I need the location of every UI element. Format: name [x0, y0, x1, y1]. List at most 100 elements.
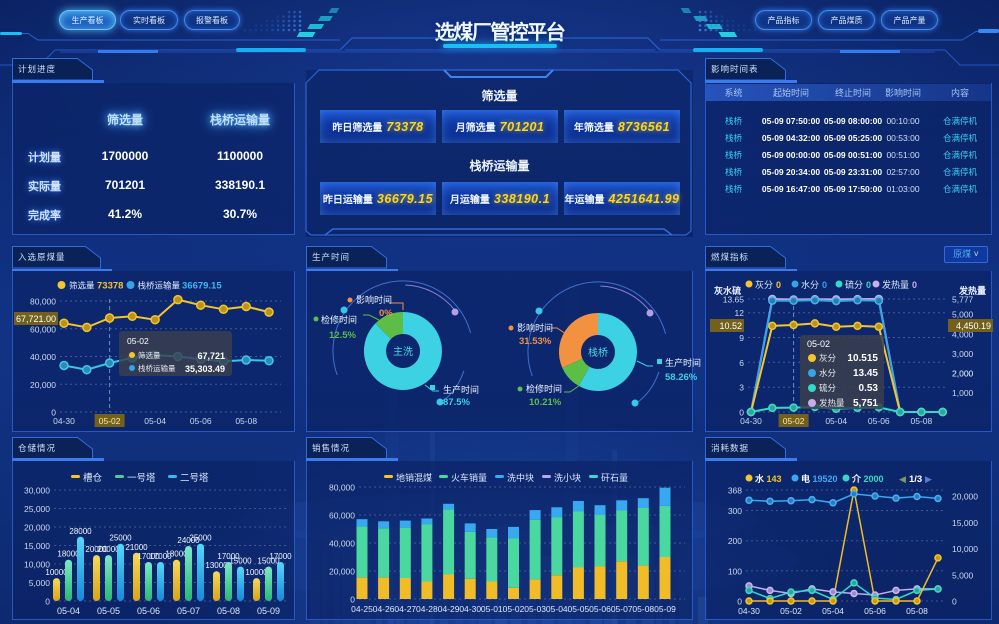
- svg-text:05-09: 05-09: [654, 604, 676, 614]
- svg-text:05-01: 05-01: [481, 604, 503, 614]
- svg-text:05-07: 05-07: [611, 604, 633, 614]
- svg-text:30,000: 30,000: [24, 486, 50, 496]
- svg-text:2,000: 2,000: [952, 368, 974, 378]
- svg-text:电 19520: 电 19520: [801, 473, 838, 484]
- svg-text:10000: 10000: [45, 568, 68, 577]
- svg-text:60,000: 60,000: [30, 324, 56, 334]
- svg-text:10.52: 10.52: [719, 321, 742, 331]
- svg-text:发热量: 发热量: [882, 279, 909, 290]
- svg-text:17000: 17000: [137, 552, 160, 561]
- svg-text:67,721.00: 67,721.00: [16, 314, 56, 324]
- svg-text:05-04: 05-04: [57, 606, 80, 616]
- svg-text:368: 368: [728, 486, 742, 496]
- svg-text:05-03: 05-03: [524, 604, 546, 614]
- svg-text:10000: 10000: [245, 568, 268, 577]
- svg-text:04-30: 04-30: [740, 416, 762, 426]
- svg-text:31.53%: 31.53%: [519, 336, 552, 347]
- svg-text:3,000: 3,000: [952, 349, 974, 359]
- svg-text:36679.15: 36679.15: [182, 281, 222, 292]
- svg-text:检修时间: 检修时间: [321, 314, 357, 325]
- svg-text:15,000: 15,000: [952, 518, 978, 528]
- svg-text:4,000: 4,000: [952, 329, 974, 339]
- svg-text:筛选量: 筛选量: [138, 350, 161, 360]
- svg-text:地销混煤: 地销混煤: [396, 472, 432, 483]
- svg-text:05-06: 05-06: [589, 604, 611, 614]
- svg-text:05-08: 05-08: [632, 604, 654, 614]
- svg-text:水分: 水分: [819, 368, 837, 378]
- svg-text:25000: 25000: [189, 534, 212, 543]
- svg-text:35,303.49: 35,303.49: [185, 364, 225, 374]
- svg-text:12: 12: [735, 308, 745, 318]
- svg-text:10,000: 10,000: [952, 544, 978, 554]
- svg-text:20,000: 20,000: [24, 523, 50, 533]
- svg-text:80,000: 80,000: [30, 297, 56, 307]
- svg-text:一号塔: 一号塔: [127, 472, 156, 484]
- svg-text:58.26%: 58.26%: [665, 372, 698, 383]
- svg-text:05-08: 05-08: [217, 606, 240, 616]
- svg-text:10.515: 10.515: [847, 353, 878, 364]
- svg-text:04-29: 04-29: [438, 604, 460, 614]
- svg-text:40,000: 40,000: [329, 539, 355, 549]
- svg-text:18000: 18000: [165, 550, 188, 559]
- svg-text:◀: ◀: [899, 474, 906, 484]
- svg-text:05-09: 05-09: [257, 606, 280, 616]
- svg-text:洗小块: 洗小块: [554, 472, 581, 483]
- svg-text:15,000: 15,000: [24, 541, 50, 551]
- svg-text:05-04: 05-04: [144, 416, 166, 426]
- svg-text:1,000: 1,000: [952, 388, 974, 398]
- svg-text:0: 0: [776, 280, 781, 290]
- svg-text:05-06: 05-06: [868, 416, 890, 426]
- svg-text:介 2000: 介 2000: [851, 473, 884, 484]
- svg-text:13.45: 13.45: [853, 368, 878, 379]
- svg-text:05-02: 05-02: [503, 604, 525, 614]
- svg-text:影响时间: 影响时间: [356, 294, 392, 305]
- svg-text:主洗: 主洗: [393, 346, 413, 358]
- svg-text:洗中块: 洗中块: [507, 472, 534, 483]
- svg-text:87.5%: 87.5%: [443, 397, 470, 408]
- svg-text:灰分: 灰分: [819, 353, 837, 363]
- svg-text:槽仓: 槽仓: [83, 472, 103, 484]
- svg-text:检修时间: 检修时间: [526, 383, 562, 394]
- svg-text:5,000: 5,000: [952, 310, 974, 320]
- svg-text:火车销量: 火车销量: [451, 472, 487, 483]
- svg-text:15000: 15000: [257, 557, 280, 566]
- svg-text:发热量: 发热量: [958, 285, 986, 296]
- svg-text:05-02: 05-02: [783, 416, 805, 426]
- svg-text:20,000: 20,000: [329, 567, 355, 577]
- svg-text:25000: 25000: [109, 534, 132, 543]
- svg-text:20,000: 20,000: [30, 380, 56, 390]
- svg-text:0: 0: [866, 280, 871, 290]
- svg-text:筛选量: 筛选量: [69, 281, 95, 291]
- svg-text:05-06: 05-06: [137, 606, 160, 616]
- svg-text:28000: 28000: [69, 527, 92, 536]
- svg-text:05-02: 05-02: [99, 416, 121, 426]
- svg-text:10,000: 10,000: [24, 560, 50, 570]
- svg-text:15000: 15000: [229, 557, 252, 566]
- svg-text:4,450.19: 4,450.19: [956, 321, 991, 331]
- svg-text:灰水硫: 灰水硫: [714, 285, 741, 296]
- svg-text:200: 200: [728, 536, 742, 546]
- svg-text:水 143: 水 143: [755, 473, 782, 484]
- svg-text:24000: 24000: [177, 536, 200, 545]
- svg-text:0: 0: [45, 597, 50, 607]
- svg-text:6: 6: [739, 358, 744, 368]
- svg-text:05-02: 05-02: [807, 339, 830, 349]
- svg-text:40,000: 40,000: [30, 352, 56, 362]
- svg-text:18000: 18000: [57, 550, 80, 559]
- svg-text:17000: 17000: [217, 552, 240, 561]
- svg-text:10.21%: 10.21%: [529, 397, 562, 408]
- svg-text:0: 0: [737, 597, 742, 607]
- svg-text:栈桥运输量: 栈桥运输量: [138, 363, 176, 373]
- svg-text:硫分: 硫分: [845, 279, 863, 290]
- svg-text:05-04: 05-04: [822, 606, 844, 616]
- svg-text:硫分: 硫分: [819, 383, 837, 393]
- svg-text:发热量: 发热量: [819, 398, 845, 408]
- svg-text:20000: 20000: [85, 545, 108, 554]
- svg-text:影响时间: 影响时间: [517, 322, 553, 333]
- svg-text:0.53: 0.53: [859, 383, 879, 394]
- svg-text:栈桥运输量: 栈桥运输量: [138, 281, 181, 291]
- svg-text:25,000: 25,000: [24, 504, 50, 514]
- svg-text:0: 0: [952, 597, 957, 607]
- svg-text:05-05: 05-05: [568, 604, 590, 614]
- svg-text:0: 0: [739, 408, 744, 418]
